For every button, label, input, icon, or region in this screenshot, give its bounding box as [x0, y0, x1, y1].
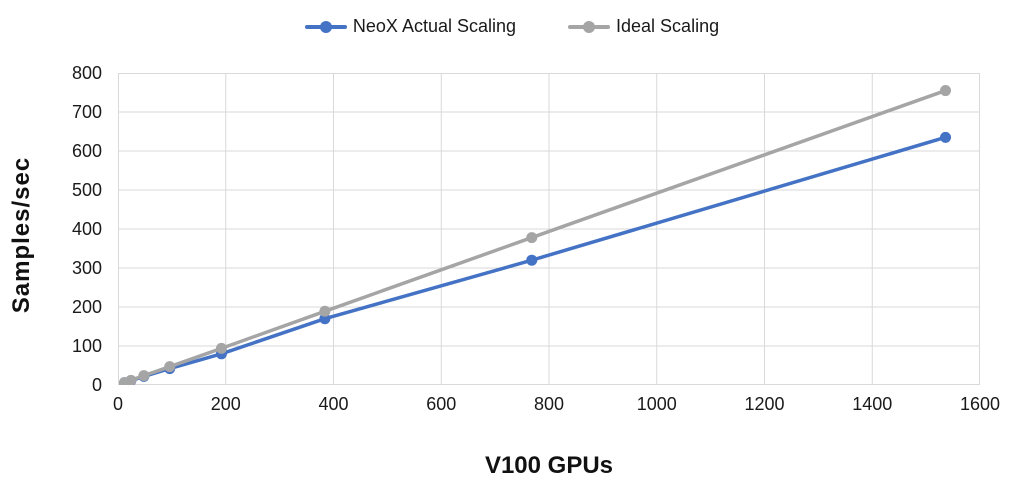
y-tick-label: 600 — [71, 141, 102, 161]
legend-dot-icon — [583, 20, 596, 33]
y-tick-label: 400 — [71, 219, 102, 239]
x-tick-label: 600 — [426, 394, 457, 414]
x-tick-label: 1400 — [852, 394, 893, 414]
data-point-marker — [940, 85, 952, 97]
x-tick-label: 200 — [210, 394, 241, 414]
data-point-marker — [164, 361, 176, 373]
x-tick-label: 800 — [533, 394, 565, 414]
x-tick-label: 1000 — [636, 394, 677, 414]
y-tick-label: 300 — [71, 258, 102, 278]
legend-item-neox-actual-scaling: NeoX Actual Scaling — [304, 16, 517, 37]
data-point-marker — [526, 254, 538, 266]
data-point-marker — [215, 342, 227, 354]
legend-line-marker-blue — [304, 20, 347, 33]
data-point-marker — [319, 305, 331, 317]
plot-area — [118, 73, 980, 385]
x-tick-label: 1600 — [959, 394, 1001, 414]
y-tick-label: 700 — [71, 102, 102, 122]
legend-label-ideal-scaling: Ideal Scaling — [616, 16, 720, 36]
legend: NeoX Actual Scaling Ideal Scaling — [0, 16, 1024, 37]
y-tick-label: 100 — [71, 336, 102, 356]
data-point-marker — [138, 370, 150, 382]
legend-item-ideal-scaling: Ideal Scaling — [568, 16, 719, 37]
legend-label-neox-actual-scaling: NeoX Actual Scaling — [352, 16, 517, 36]
y-tick-label: 200 — [71, 297, 102, 317]
x-tick-label: 0 — [112, 394, 123, 414]
data-point-marker — [526, 232, 538, 244]
y-tick-label: 0 — [91, 375, 102, 395]
x-tick-label: 1200 — [744, 394, 785, 414]
x-axis-title: V100 GPUs — [484, 452, 614, 479]
plot-canvas — [118, 73, 980, 385]
data-point-marker — [125, 374, 137, 385]
y-tick-label: 800 — [71, 63, 102, 83]
legend-dot-icon — [319, 20, 332, 33]
data-point-marker — [940, 131, 952, 143]
y-tick-label: 500 — [71, 180, 102, 200]
x-tick-label: 400 — [318, 394, 349, 414]
legend-line-marker-gray — [568, 20, 611, 33]
